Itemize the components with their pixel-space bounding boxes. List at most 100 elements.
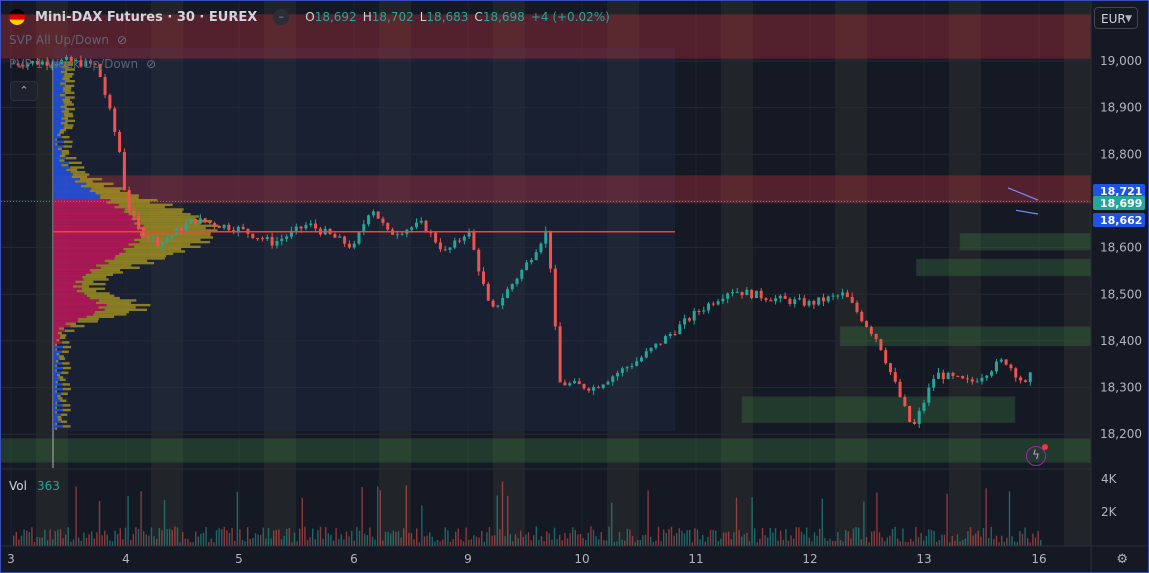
volume-bar	[728, 531, 730, 546]
profile-bar	[53, 117, 62, 120]
profile-bar	[63, 126, 73, 130]
volume-legend: Vol 363	[9, 479, 60, 493]
volume-bar	[954, 540, 956, 546]
volume-bar	[96, 532, 98, 546]
volume-bar	[98, 501, 101, 546]
volume-bar	[174, 526, 176, 546]
candle	[783, 295, 787, 299]
candle	[60, 59, 64, 65]
profile-bar	[78, 317, 99, 321]
volume-bar	[104, 530, 106, 546]
volume-bar	[200, 533, 202, 546]
currency-select[interactable]: EUR ▼	[1094, 7, 1138, 29]
volume-bar	[501, 481, 504, 546]
candle	[798, 298, 802, 300]
profile-bar	[118, 203, 173, 207]
candle	[826, 296, 830, 302]
volume-bar	[959, 541, 961, 546]
profile-bar	[53, 189, 90, 193]
volume-bar	[530, 540, 532, 546]
candle	[635, 361, 639, 366]
volume-bar	[54, 530, 56, 546]
volume-bar	[800, 531, 803, 546]
volume-bar	[434, 541, 436, 546]
flash-alert-icon[interactable]: ϟ	[1026, 444, 1048, 466]
candle	[184, 223, 188, 232]
volume-bar	[127, 495, 129, 546]
volume-bar	[785, 529, 787, 546]
candle	[118, 131, 122, 152]
eye-crossed-icon[interactable]: ⊘	[146, 57, 157, 71]
profile-bar	[53, 352, 57, 356]
volume-bar	[366, 535, 368, 546]
profile-bar	[56, 352, 60, 356]
volume-bar	[462, 541, 465, 546]
indicator-svp[interactable]: SVP All Up/Down ⊘	[9, 33, 133, 47]
profile-bar	[59, 159, 65, 162]
volume-bar	[587, 532, 589, 546]
profile-bar	[55, 348, 57, 351]
profile-bar	[53, 322, 66, 325]
volume-bar	[291, 542, 293, 546]
volume-bar	[782, 539, 784, 546]
candle	[458, 240, 462, 242]
profile-bar	[53, 233, 140, 237]
profile-bar	[53, 341, 63, 344]
volume-bar	[561, 540, 563, 546]
profile-bar	[53, 226, 138, 230]
profile-bar	[134, 245, 201, 248]
volume-bar	[527, 532, 530, 546]
volume-tick-label: 4K	[1101, 472, 1118, 486]
volume-bar	[670, 526, 673, 546]
candle	[764, 298, 768, 301]
candle	[347, 243, 351, 248]
candle	[912, 421, 916, 424]
candle	[544, 230, 548, 244]
volume-bar	[1034, 537, 1037, 546]
candle	[941, 372, 945, 380]
settings-gear-icon[interactable]: ⚙	[1116, 552, 1128, 567]
profile-bar	[53, 89, 63, 92]
candle	[793, 299, 797, 304]
volume-bar	[465, 527, 467, 546]
volume-bar	[496, 495, 498, 546]
volume-bar	[639, 540, 641, 546]
volume-bar	[834, 541, 836, 546]
profile-bar	[53, 75, 64, 78]
collapse-legend-button[interactable]: ⌃	[10, 81, 38, 101]
profile-bar	[114, 205, 165, 209]
profile-bar	[53, 212, 129, 216]
profile-bar	[53, 147, 58, 151]
volume-bar	[236, 491, 238, 546]
volume-bar	[221, 529, 223, 546]
volume-bar	[702, 534, 704, 546]
volume-bar	[158, 528, 160, 546]
profile-bar	[53, 331, 58, 335]
volume-bar	[106, 534, 108, 546]
volume-bar	[403, 528, 405, 546]
candle	[11, 63, 15, 65]
candle	[592, 387, 596, 391]
y-tick-label: 18,600	[1100, 241, 1142, 255]
candle	[256, 238, 260, 240]
eye-crossed-icon[interactable]: ⊘	[117, 33, 128, 47]
profile-bar	[53, 413, 61, 416]
volume-bar	[972, 535, 974, 546]
volume-bar	[1040, 540, 1042, 546]
hide-eye-icon[interactable]: –	[273, 9, 290, 25]
profile-bar	[53, 124, 65, 127]
volume-bar	[858, 527, 860, 546]
candle	[721, 298, 725, 302]
candle	[343, 236, 347, 244]
candle	[443, 249, 447, 251]
indicator-pvp[interactable]: PVP 1 Week Up/Down ⊘	[9, 57, 162, 71]
candle	[654, 343, 658, 348]
price-axis-bg	[1091, 1, 1148, 572]
profile-bar	[53, 72, 65, 76]
profile-bar	[53, 105, 61, 109]
symbol-title[interactable]: Mini-DAX Futures · 30 · EUREX	[35, 9, 258, 25]
candle	[35, 61, 39, 65]
profile-bar	[53, 240, 140, 244]
volume-bar	[59, 529, 62, 546]
